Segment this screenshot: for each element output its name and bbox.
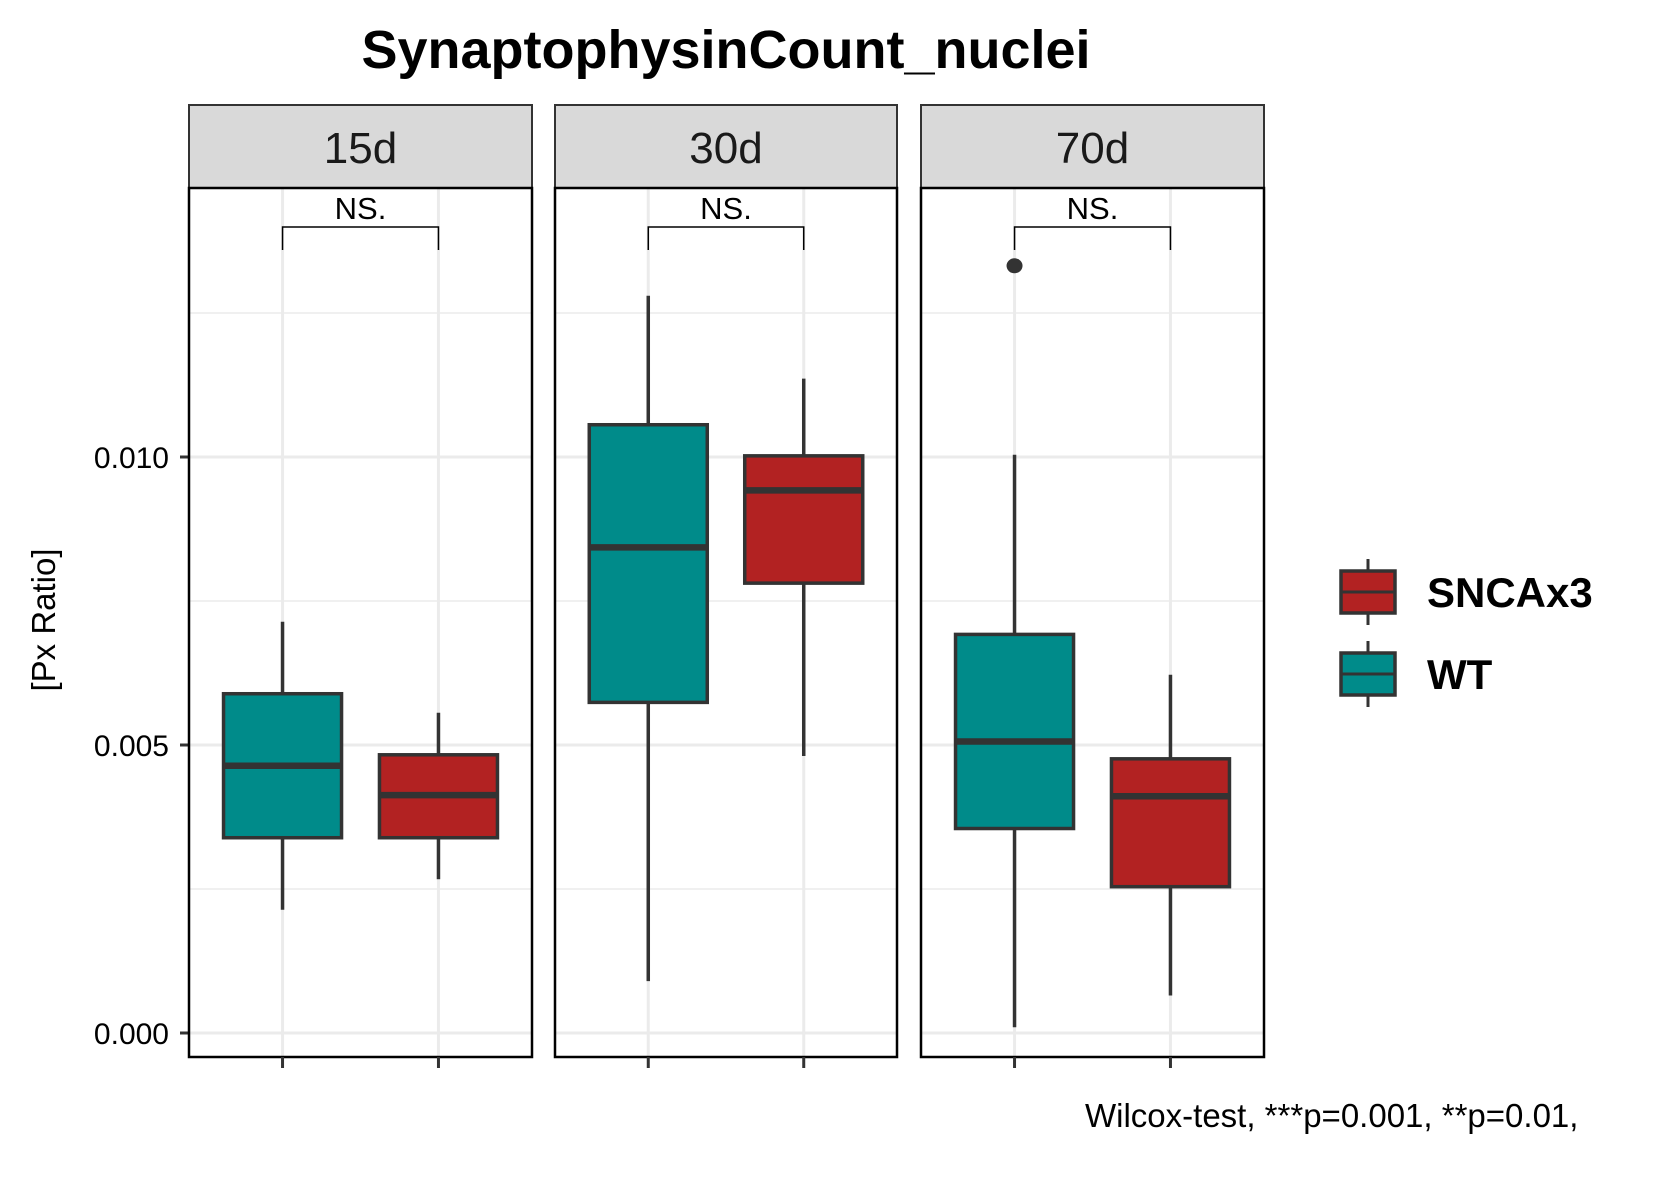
significance-label: NS.: [1067, 191, 1119, 226]
significance-bracket: [281, 226, 440, 250]
facet-strip-label: 30d: [689, 124, 762, 173]
significance-label: NS.: [335, 191, 387, 226]
facet-panels: 15d NS. 30d NS. 70d NS.: [187, 104, 1266, 1068]
box-iqr: [1109, 757, 1232, 889]
facet-strip-label: 70d: [1056, 124, 1129, 173]
caption-text: Wilcox-test, ***p=0.001, **p=0.01,: [1085, 1097, 1578, 1134]
legend-label: WT: [1427, 651, 1493, 698]
panel-border: [919, 186, 1266, 1059]
facet-panel-15d: 15d NS.: [187, 104, 534, 1068]
y-axis: 0.000 0.005 0.010: [94, 442, 189, 1051]
box-iqr: [742, 454, 865, 585]
significance-bracket: [647, 226, 805, 250]
facet-strip: [554, 104, 898, 189]
y-tick-label: 0.005: [94, 730, 169, 763]
box-sncax3: [742, 378, 865, 756]
box-iqr: [587, 422, 710, 705]
significance-label: NS.: [700, 191, 752, 226]
box-sncax3: [377, 712, 500, 880]
box-wt: [953, 258, 1076, 1028]
panel-border: [553, 186, 899, 1059]
legend: SNCAx3 WT: [1339, 559, 1593, 707]
legend-key-wt: [1339, 641, 1397, 707]
chart-title: SynaptophysinCount_nuclei: [361, 20, 1090, 80]
facet-strip-label: 15d: [324, 124, 397, 173]
panel-border: [187, 186, 534, 1059]
facet-panel-70d: 70d NS.: [919, 104, 1266, 1068]
box-iqr: [953, 632, 1076, 831]
legend-label: SNCAx3: [1427, 569, 1593, 616]
y-tick-label: 0.000: [94, 1018, 169, 1051]
legend-key-sncax3: [1339, 559, 1397, 625]
outlier-point: [1006, 258, 1023, 274]
box-wt: [221, 621, 344, 910]
y-axis-label: [Px Ratio]: [25, 548, 62, 691]
box-sncax3: [1109, 674, 1232, 996]
facet-strip: [188, 104, 533, 189]
facet-panel-30d: 30d NS.: [553, 104, 899, 1068]
significance-bracket: [1013, 226, 1172, 250]
facet-strip: [920, 104, 1265, 189]
box-wt: [587, 295, 710, 982]
y-tick-label: 0.010: [94, 442, 169, 475]
